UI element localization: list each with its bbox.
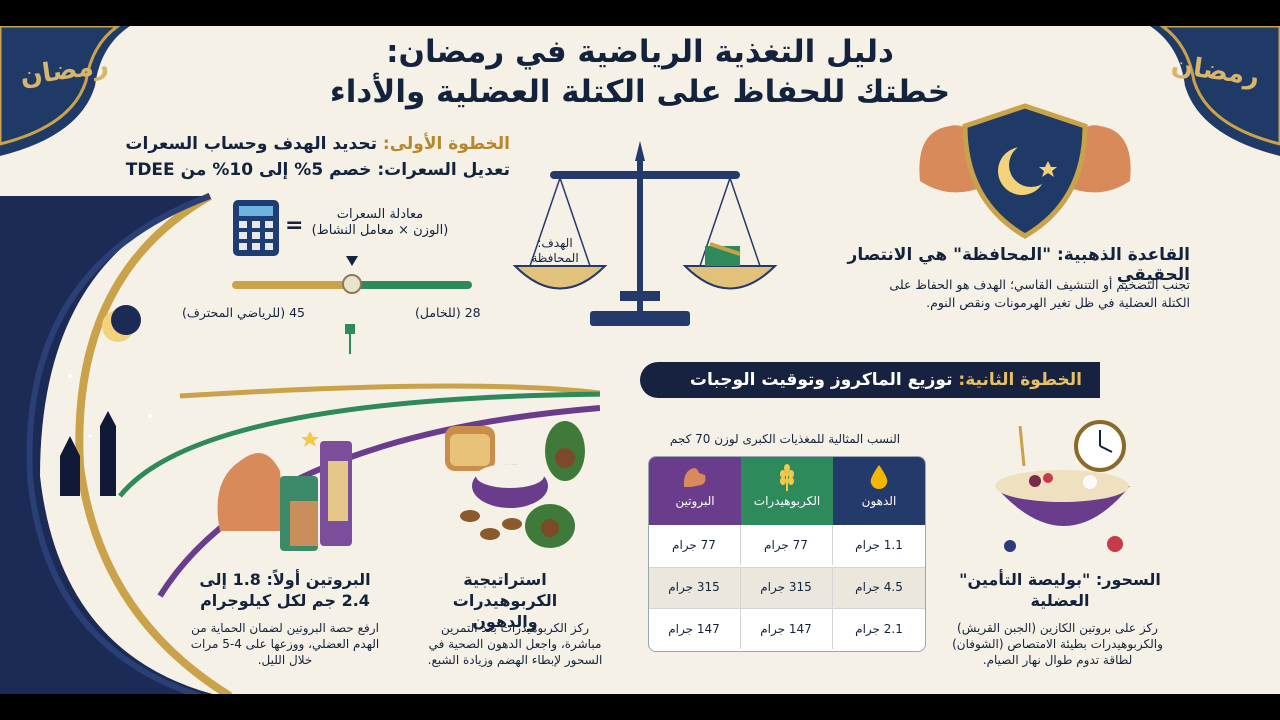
muscle-arm-icon	[683, 468, 706, 487]
golden-rule-body: تجنب التضخيم أو التنشيف القاسي؛ الهدف هو…	[889, 277, 1190, 310]
golden-rule-heading: القاعدة الذهبية: "المحافظة" هي الانتصار …	[847, 245, 1190, 285]
step1-heading: الخطوة الأولى: تحديد الهدف وحساب السعرات	[70, 131, 510, 157]
suhoor-bowl-clock-icon	[995, 420, 1130, 552]
table-cell: 315 جرام	[740, 567, 833, 607]
crescent-night-scene	[0, 192, 600, 694]
protein-shaker-icon	[217, 431, 352, 551]
table-header-fats: الدهون	[833, 457, 925, 525]
step1-calorie-adjust: تعديل السعرات: خصم 5% إلى 10% من TDEE	[125, 160, 510, 180]
calorie-formula: معادلة السعرات (الوزن × معامل النشاط)	[305, 207, 455, 239]
step1-block: الخطوة الأولى: تحديد الهدف وحساب السعرات…	[70, 131, 510, 183]
table-cell: 2.1 جرام	[855, 622, 903, 636]
table-header-carbs: الكربوهيدرات	[741, 457, 833, 525]
slider-label-sedentary: 28 (للخامل)	[415, 305, 481, 320]
table-header-protein-label: البروتين	[675, 494, 715, 508]
slider-label-athlete: 45 (للرياضي المحترف)	[182, 305, 305, 320]
step2-label: الخطوة الثانية:	[958, 370, 1082, 390]
suhoor-body: ركز على بروتين الكازين (الجبن القريش) وا…	[952, 621, 1163, 667]
table-cell: 4.5 جرام	[855, 580, 903, 594]
step1-title: تحديد الهدف وحساب السعرات	[125, 134, 377, 154]
step2-ribbon: الخطوة الثانية: توزيع الماكروز وتوقيت ال…	[640, 362, 1100, 398]
muscle-shield-icon	[919, 103, 1131, 239]
protein-body: ارفع حصة البروتين لضمان الحماية من الهدم…	[190, 621, 380, 667]
formula-body: (الوزن × معامل النشاط)	[311, 223, 449, 238]
formula-title: معادلة السعرات	[336, 207, 424, 222]
infographic-canvas: رمضان رمضان دليل التغذية الرياضية في رمض…	[0, 26, 1280, 694]
macro-table: الدهون الكربوهيدرات البروتين 1.1 جرام 77…	[648, 456, 926, 652]
balance-scale-icon	[512, 141, 778, 326]
slider-connector-node	[345, 324, 355, 334]
slider-marker-icon	[346, 256, 358, 266]
table-row	[649, 567, 925, 609]
table-cell: 1.1 جرام	[855, 538, 903, 552]
table-cell: 147 جرام	[649, 609, 741, 649]
wheat-icon	[780, 464, 794, 491]
corner-ornament-left	[0, 26, 130, 156]
page-title-line1: دليل التغذية الرياضية في رمضان:	[386, 34, 894, 70]
calculator-icon	[233, 200, 279, 256]
step2-title: توزيع الماكروز وتوقيت الوجبات	[689, 370, 953, 390]
table-header-protein: البروتين	[649, 457, 741, 525]
protein-heading: البروتين أولاً: 1.8 إلى 2.4 جم لكل كيلوج…	[199, 570, 371, 610]
macro-table-caption: النسب المثالية للمغذيات الكبرى لوزن 70 ك…	[669, 432, 901, 446]
suhoor-heading: السحور: "بوليصة التأمين" العضلية	[959, 570, 1161, 610]
macro-table-body: 1.1 جرام 77 جرام 77 جرام 4.5 جرام 315 جر…	[649, 525, 925, 651]
table-header-fats-label: الدهون	[861, 494, 897, 508]
table-cell: 77 جرام	[740, 525, 833, 565]
table-header-carbs-label: الكربوهيدرات	[753, 494, 821, 508]
step1-label: الخطوة الأولى:	[382, 134, 510, 154]
page-title-line2: خطتك للحفاظ على الكتلة العضلية والأداء	[329, 74, 951, 110]
activity-slider-knob	[342, 274, 362, 294]
corner-ornament-right	[1150, 26, 1280, 156]
carbs-fats-body: ركز الكربوهيدرات بعد التمرين مباشرة، واج…	[427, 621, 603, 667]
table-cell: 77 جرام	[649, 525, 741, 565]
table-cell: 147 جرام	[740, 609, 833, 649]
healthy-foods-icon	[445, 421, 585, 548]
oil-drop-icon	[870, 465, 888, 489]
scale-left-pan-label: الهدف: المحافظة	[531, 236, 579, 265]
equals-sign: =	[285, 213, 304, 238]
slider-connector	[349, 328, 351, 354]
carbs-fats-heading: استراتيجية الكربوهيدرات والدهون	[452, 570, 558, 631]
table-cell: 315 جرام	[649, 567, 741, 607]
